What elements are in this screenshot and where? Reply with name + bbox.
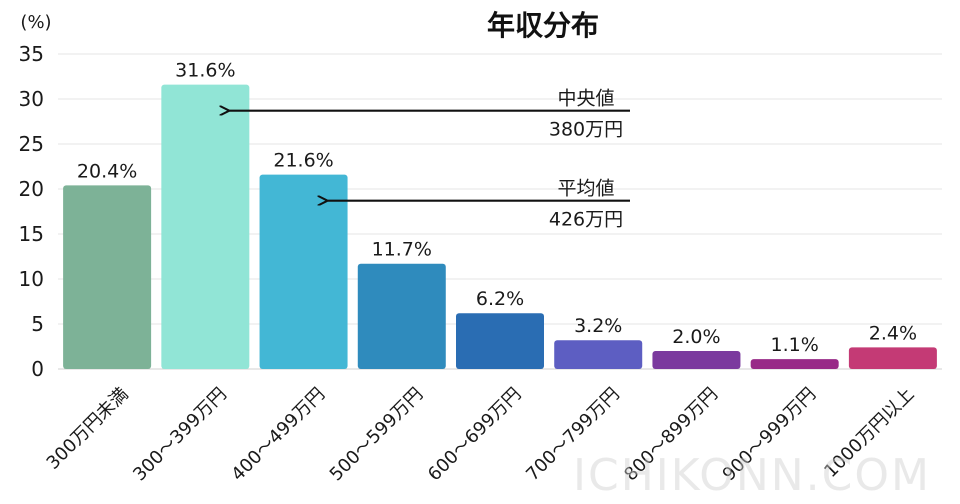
x-tick-label: 300〜399万円 bbox=[129, 384, 231, 486]
y-tick-label: 25 bbox=[19, 132, 44, 156]
data-label: 21.6% bbox=[273, 150, 333, 172]
bar bbox=[652, 351, 741, 369]
data-label: 6.2% bbox=[476, 288, 524, 310]
bar bbox=[161, 84, 250, 369]
y-tick-label: 5 bbox=[31, 312, 44, 336]
y-tick-label: 10 bbox=[19, 267, 44, 291]
chart-title: 年収分布 bbox=[487, 9, 599, 42]
data-label: 3.2% bbox=[574, 315, 622, 337]
bar bbox=[848, 347, 937, 369]
y-tick-label: 30 bbox=[19, 87, 44, 111]
annotation-value: 380万円 bbox=[549, 119, 623, 141]
data-label: 2.0% bbox=[672, 326, 720, 348]
annotation-value: 426万円 bbox=[549, 209, 623, 231]
x-tick-label: 600〜699万円 bbox=[424, 384, 526, 486]
x-tick-label: 300万円未満 bbox=[43, 384, 133, 474]
data-label: 1.1% bbox=[771, 334, 819, 356]
data-label: 2.4% bbox=[869, 322, 917, 344]
data-label: 20.4% bbox=[77, 160, 137, 182]
x-tick-label: 500〜599万円 bbox=[326, 384, 428, 486]
y-tick-label: 0 bbox=[31, 357, 44, 381]
y-axis-unit: (%) bbox=[20, 12, 51, 33]
bar bbox=[357, 263, 446, 369]
data-label: 31.6% bbox=[175, 60, 235, 82]
y-tick-label: 15 bbox=[19, 222, 44, 246]
data-label: 11.7% bbox=[372, 239, 432, 261]
bar bbox=[554, 340, 643, 369]
y-tick-label: 20 bbox=[19, 177, 44, 201]
bar bbox=[63, 185, 152, 369]
watermark: ICHIKONN.COM bbox=[573, 450, 931, 501]
bar bbox=[259, 174, 348, 369]
bar bbox=[750, 359, 839, 369]
annotation-label: 中央値 bbox=[557, 88, 614, 110]
x-tick-label: 400〜499万円 bbox=[227, 384, 329, 486]
y-tick-label: 35 bbox=[19, 42, 44, 66]
annotation-label: 平均値 bbox=[557, 178, 614, 200]
bar bbox=[456, 313, 544, 369]
